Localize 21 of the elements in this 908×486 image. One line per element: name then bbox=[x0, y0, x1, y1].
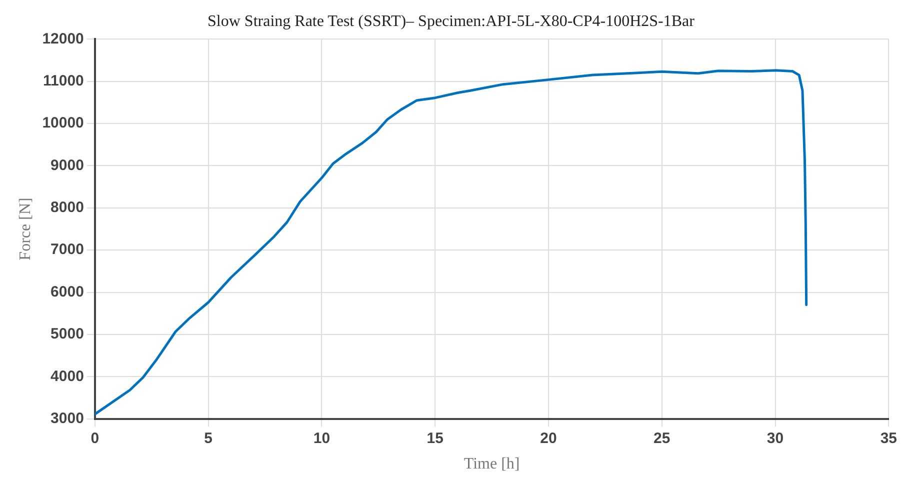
x-tick-label: 35 bbox=[880, 430, 897, 447]
y-tick-label: 8000 bbox=[50, 199, 84, 216]
x-tick-label: 25 bbox=[654, 430, 670, 447]
y-tick-label: 5000 bbox=[50, 326, 84, 343]
x-tick-label: 5 bbox=[204, 430, 212, 447]
y-tick-label: 12000 bbox=[42, 30, 84, 48]
x-axis-title: Time [h] bbox=[464, 456, 520, 473]
y-tick-label: 10000 bbox=[42, 114, 84, 132]
chart-title: Slow Straing Rate Test (SSRT)– Specimen:API-5L-X80-CP4-100H2S-1Bar bbox=[208, 12, 696, 30]
y-tick-label: 11000 bbox=[43, 72, 84, 90]
y-tick-label: 6000 bbox=[50, 283, 84, 300]
x-tick-label: 0 bbox=[90, 430, 100, 447]
y-tick-label: 9000 bbox=[50, 156, 84, 174]
y-tick-label: 7000 bbox=[50, 241, 84, 258]
x-tick-label: 15 bbox=[426, 430, 444, 447]
y-axis-title: Force [N] bbox=[16, 198, 34, 260]
y-tick-label: 4000 bbox=[50, 368, 84, 385]
x-tick-label: 10 bbox=[313, 430, 330, 447]
y-tick-label: 3000 bbox=[50, 410, 84, 427]
x-tick-label: 30 bbox=[766, 430, 784, 447]
x-tick-label: 20 bbox=[540, 430, 557, 447]
